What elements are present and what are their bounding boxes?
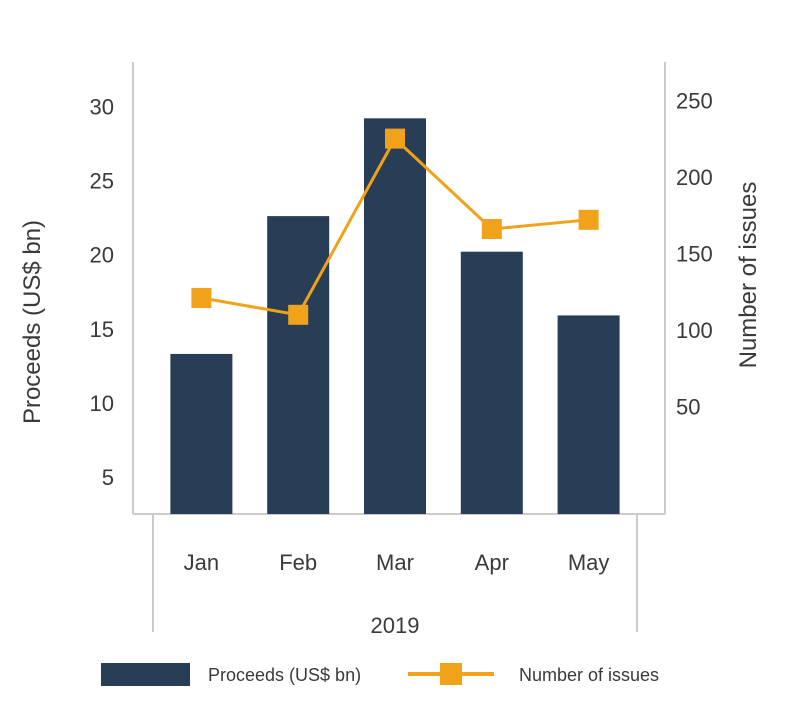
left-y-tick-15: 15 [90, 317, 114, 342]
legend-issues-label: Number of issues [519, 665, 659, 685]
legend-line-marker [440, 663, 462, 685]
right-y-tick-50: 50 [676, 395, 700, 420]
right-axis-title: Number of issues [735, 182, 762, 369]
left-y-tick-30: 30 [90, 94, 114, 119]
legend-proceeds-label: Proceeds (US$ bn) [208, 665, 361, 685]
bar-jan [170, 353, 233, 514]
bar-mar [364, 118, 426, 514]
issues-marker-may [578, 209, 599, 230]
left-y-tick-5: 5 [102, 465, 114, 490]
right-y-tick-labels: 50 100 150 200 250 [676, 88, 713, 419]
issues-marker-feb [288, 304, 309, 325]
legend-bar-swatch [101, 663, 190, 686]
line-series [191, 128, 599, 325]
issues-marker-mar [385, 128, 405, 149]
legend: Proceeds (US$ bn) Number of issues [101, 663, 659, 686]
bar-may [557, 315, 620, 514]
x-tick-feb: Feb [279, 550, 317, 575]
bar-feb [267, 216, 330, 515]
x-tick-apr: Apr [475, 550, 509, 575]
left-y-tick-25: 25 [90, 169, 114, 194]
right-y-tick-150: 150 [676, 242, 713, 267]
issues-marker-apr [481, 219, 502, 240]
right-y-tick-200: 200 [676, 165, 713, 190]
x-tick-may: May [568, 550, 610, 575]
left-y-tick-labels: 5 10 15 20 25 30 [90, 94, 114, 489]
bar-apr [460, 251, 523, 514]
right-y-tick-100: 100 [676, 318, 713, 343]
left-axis-title: Proceeds (US$ bn) [19, 220, 46, 424]
left-y-tick-10: 10 [90, 391, 114, 416]
x-tick-jan: Jan [184, 550, 219, 575]
x-group-label: 2019 [371, 613, 420, 638]
right-y-tick-250: 250 [676, 88, 713, 113]
left-y-tick-20: 20 [90, 243, 114, 268]
x-tick-labels: Jan Feb Mar Apr May [184, 550, 610, 575]
bar-series [170, 118, 620, 515]
x-tick-mar: Mar [376, 550, 414, 575]
issues-marker-jan [191, 287, 212, 308]
